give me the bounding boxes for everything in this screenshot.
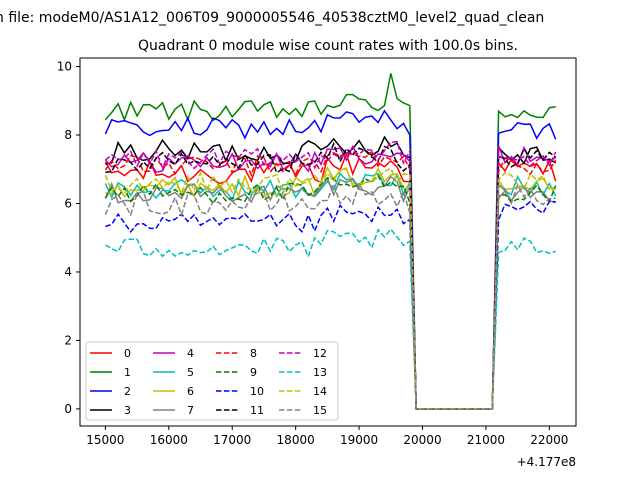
series-line-8	[104, 150, 557, 410]
x-tick-label: 19000	[340, 433, 378, 447]
x-tick-label: 21000	[467, 433, 505, 447]
y-tick-label: 0	[64, 402, 72, 416]
chart-title: Quadrant 0 module wise count rates with …	[138, 38, 518, 54]
y-tick-label: 8	[64, 128, 72, 142]
legend-label-12: 12	[313, 347, 327, 360]
y-tick-label: 10	[57, 60, 72, 74]
y-axis-ticks: 0 2 4 6 8 10	[57, 60, 80, 416]
y-tick-label: 2	[64, 333, 72, 347]
legend-label-11: 11	[250, 404, 264, 417]
series-line-13	[105, 228, 556, 410]
legend-label-15: 15	[313, 404, 327, 417]
legend-label-6: 6	[187, 385, 194, 398]
series-lines	[104, 73, 557, 410]
legend-box	[85, 341, 339, 421]
x-axis-ticks: 15000 16000 17000 18000 19000 20000 21000 22000	[86, 426, 568, 447]
y-tick-label: 4	[64, 265, 72, 279]
legend-label-1: 1	[124, 366, 131, 379]
x-tick-label: 16000	[150, 433, 188, 447]
legend-label-4: 4	[187, 347, 194, 360]
legend-label-9: 9	[250, 366, 257, 379]
series-line-12	[104, 140, 557, 410]
legend-label-8: 8	[250, 347, 257, 360]
x-tick-label: 15000	[86, 433, 124, 447]
legend-label-14: 14	[313, 385, 327, 398]
legend-label-5: 5	[187, 366, 194, 379]
y-tick-label: 6	[64, 196, 72, 210]
legend-label-13: 13	[313, 366, 327, 379]
legend-label-0: 0	[124, 347, 131, 360]
legend-label-7: 7	[187, 404, 194, 417]
figure-suptitle: n file: modeM0/AS1A12_006T09_9000005546_…	[0, 10, 544, 26]
legend-label-10: 10	[250, 385, 264, 398]
x-axis-offset-label: +4.177e8	[517, 455, 576, 469]
x-tick-label: 17000	[213, 433, 251, 447]
x-tick-label: 18000	[277, 433, 315, 447]
x-tick-label: 20000	[403, 433, 441, 447]
x-tick-label: 22000	[530, 433, 568, 447]
series-line-14	[104, 167, 556, 410]
legend-label-3: 3	[124, 404, 131, 417]
series-line-15	[104, 181, 556, 410]
legend-label-2: 2	[124, 385, 131, 398]
